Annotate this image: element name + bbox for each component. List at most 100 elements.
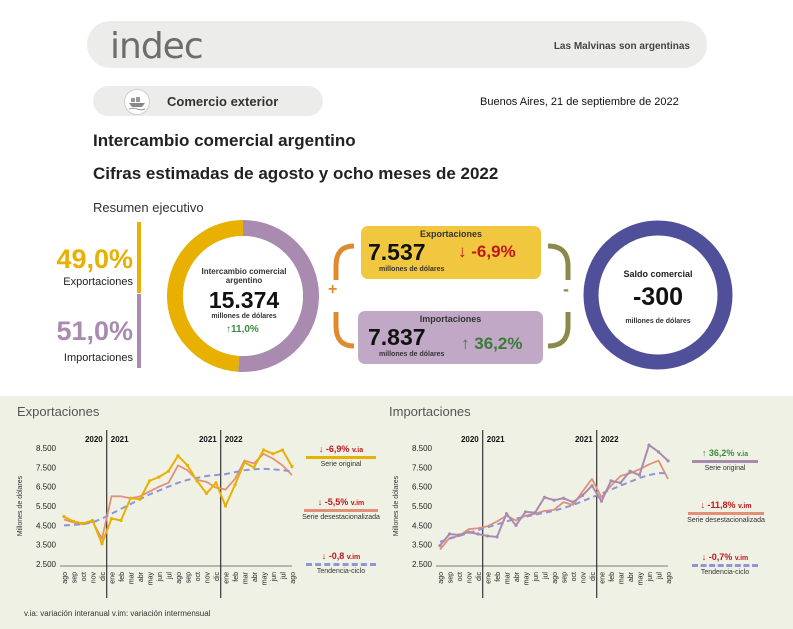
x-tick-label: mar (129, 571, 136, 584)
report-date: Buenos Aires, 21 de septiembre de 2022 (480, 96, 679, 108)
arrow-up-icon: ↑ (226, 324, 231, 335)
x-tick-label: dic (100, 572, 107, 581)
series-line (439, 472, 668, 543)
x-tick-label: may (148, 572, 155, 586)
balance-value: -300 (632, 283, 684, 311)
series-point (109, 516, 114, 521)
series-point (157, 475, 161, 479)
imports-share-pct: 51,0% (56, 316, 133, 346)
x-tick-label: mar (619, 571, 626, 584)
series-point (656, 450, 661, 454)
x-tick-label: jul (167, 572, 174, 580)
x-tick-label: mar (505, 571, 512, 584)
x-tick-label: feb (495, 572, 502, 582)
x-tick-label: dic (476, 572, 483, 581)
x-tick-label: ago (666, 572, 673, 584)
series-point (476, 532, 480, 536)
x-tick-label: feb (119, 572, 126, 582)
trade-donut (167, 220, 319, 372)
imports-card-title: Importaciones (419, 314, 482, 324)
legend-label: Serie original (704, 465, 746, 472)
series-point (485, 534, 490, 538)
arrow-down-icon: ↓ (318, 444, 324, 454)
x-tick-label: oct (571, 572, 578, 581)
section-label: Comercio exterior (167, 94, 279, 109)
series-line (439, 459, 669, 551)
series-point (637, 473, 642, 477)
footnote: v.ia: variación interanual v.im: variaci… (24, 609, 211, 618)
legend-swatch (688, 512, 764, 515)
exports-share-bar (137, 222, 141, 293)
series-point (261, 448, 266, 452)
x-tick-label: sep (72, 572, 79, 583)
year-label: 2022 (225, 435, 243, 444)
exports-card-change: ↓ -6,9% (458, 242, 516, 261)
series-point (290, 465, 294, 469)
series-point (523, 510, 528, 514)
y-tick-label: 6.500 (412, 483, 433, 492)
x-tick-label: jul (281, 572, 288, 580)
y-axis-label: Millones de dólares (17, 475, 24, 536)
year-label: 2020 (85, 435, 103, 444)
x-tick-label: abr (138, 571, 145, 582)
series-point (466, 530, 471, 534)
ship-icon (124, 89, 150, 115)
series-point (514, 523, 518, 527)
series-point (280, 448, 285, 452)
imports-card-change: ↑ 36,2% (461, 334, 523, 353)
exports-share-label: Exportaciones (63, 276, 133, 288)
minus-sign: - (563, 279, 569, 299)
y-tick-label: 8.500 (36, 444, 57, 453)
series-point (580, 493, 585, 497)
arrow-up-icon: ↑ (461, 334, 470, 353)
x-tick-label: feb (233, 572, 240, 582)
trade-title: Intercambio comercial argentino (186, 267, 302, 285)
x-tick-label: may (638, 572, 645, 586)
series-point (119, 518, 123, 523)
imports-legend-sa: ↓ -11,8% v.im Serie desestacionalizada (684, 500, 768, 524)
exports-line-chart: Millones de dólares 8.500 7.500 6.500 5.500 4… (17, 430, 297, 598)
x-tick-label: ene (486, 572, 493, 584)
year-label: 2020 (461, 435, 479, 444)
x-tick-label: jul (543, 572, 550, 580)
indec-logo[interactable]: indec (110, 26, 204, 67)
series-point (100, 542, 104, 546)
imports-share-label: Importaciones (63, 352, 133, 364)
trade-unit: millones de dólares (211, 313, 277, 320)
x-tick-label: abr (628, 571, 635, 582)
x-tick-label: jun (271, 572, 278, 582)
x-tick-label: may (262, 572, 269, 586)
x-tick-label: jun (157, 572, 164, 582)
exports-card-value: 7.537 (368, 239, 426, 265)
x-tick-label: ago (62, 572, 69, 584)
y-tick-label: 3.500 (412, 541, 433, 550)
series-point (223, 504, 228, 508)
series-point (128, 496, 133, 500)
series-point (504, 512, 509, 516)
x-tick-label: ago (438, 572, 445, 584)
x-tick-label: ago (290, 572, 297, 584)
donut-exports-arc (167, 220, 243, 372)
series-point (252, 465, 256, 469)
minus-connector (547, 243, 571, 349)
series-point (561, 496, 566, 500)
imports-card-unit: millones de dólares (379, 351, 445, 358)
series-point (242, 460, 247, 465)
x-tick-label: ene (224, 572, 231, 584)
series-point (71, 519, 76, 524)
x-tick-label: sep (562, 572, 569, 583)
exports-card-title: Exportaciones (419, 229, 483, 239)
series-point (176, 454, 180, 458)
series-line (63, 452, 293, 540)
header-tagline: Las Malvinas son argentinas (553, 41, 690, 52)
imports-card (358, 311, 543, 364)
imports-chart-title: Importaciones (389, 404, 471, 419)
x-tick-label: nov (205, 572, 212, 584)
imports-legend-original: ↑ 36,2% v.ia Serie original (690, 448, 760, 472)
series-point (81, 521, 85, 525)
year-label: 2022 (601, 435, 619, 444)
legend-change: ↓ -11,8% v.im (700, 500, 752, 510)
series-point (599, 499, 604, 503)
arrow-up-icon: ↑ (701, 448, 707, 458)
trade-title-line1: Intercambio comercial (201, 267, 287, 276)
